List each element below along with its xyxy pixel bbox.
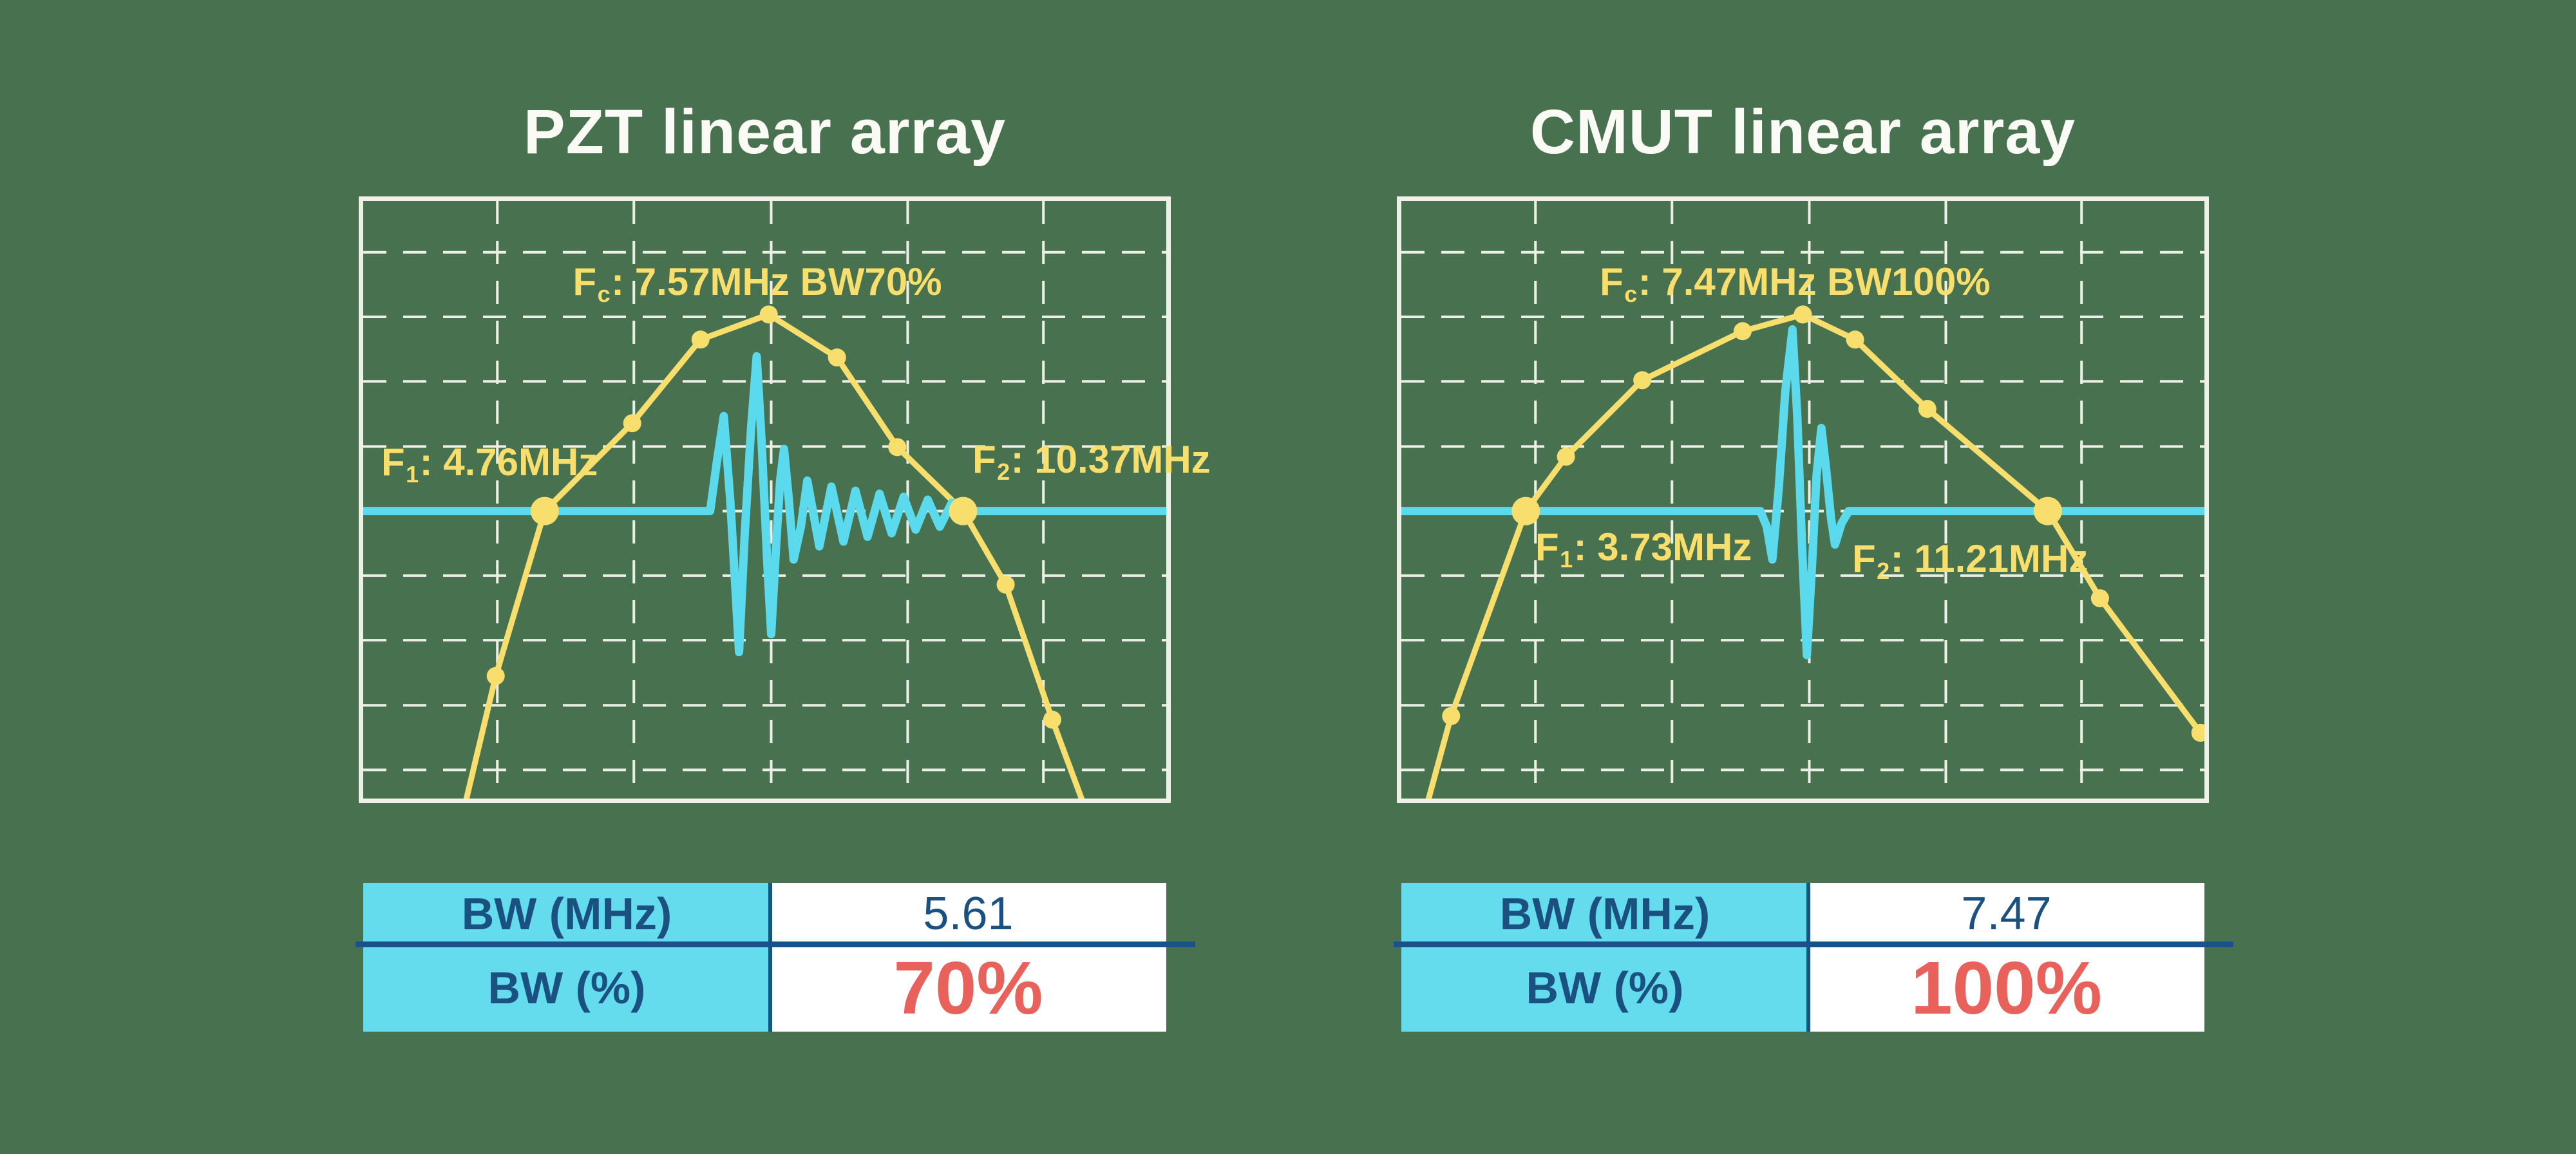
- panel-pzt: PZT linear array Fc: 7.57MHz BW70% F1: 4…: [355, 0, 1211, 1154]
- table-row: BW (MHz) 7.47: [1401, 883, 2204, 944]
- table-row-value: 70%: [770, 944, 1166, 1032]
- fc-subscript: c: [597, 280, 611, 307]
- f1-subscript: 1: [406, 460, 419, 487]
- fc-value: : 7.57MHz BW70%: [611, 260, 942, 303]
- fc-subscript: c: [1624, 280, 1638, 307]
- table-row-label: BW (MHz): [363, 883, 770, 944]
- page-title-pzt: PZT linear array: [523, 97, 1007, 167]
- fc-symbol: F: [573, 260, 597, 303]
- f1-value: : 4.76MHz: [419, 440, 598, 484]
- table-row-label: BW (MHz): [1401, 883, 1808, 944]
- table-row-divider: [1394, 941, 2233, 947]
- f2-value: : 10.37MHz: [1010, 438, 1211, 481]
- table-column-divider: [1806, 883, 1810, 1032]
- f2-annotation-pzt: F2: 10.37MHz: [972, 438, 1211, 484]
- table-row-label: BW (%): [1401, 944, 1808, 1032]
- table-row-divider: [355, 941, 1195, 947]
- f2-subscript: 2: [997, 458, 1010, 485]
- fc-annotation-pzt: Fc: 7.57MHz BW70%: [573, 260, 942, 306]
- f2-subscript: 2: [1877, 557, 1890, 584]
- table-column-divider: [768, 883, 772, 1032]
- spectrum-chart-cmut: [1401, 201, 2204, 799]
- panel-cmut: CMUT linear array Fc: 7.47MHz BW100% F1:…: [1394, 0, 2233, 1154]
- table-row: BW (%) 70%: [363, 944, 1166, 1032]
- f1-subscript: 1: [1560, 545, 1573, 572]
- bandwidth-table-cmut: BW (MHz) 7.47 BW (%) 100%: [1394, 883, 2233, 1032]
- f1-symbol: F: [1535, 525, 1559, 569]
- fc-annotation-cmut: Fc: 7.47MHz BW100%: [1600, 260, 1991, 306]
- plot-pzt: Fc: 7.57MHz BW70% F1: 4.76MHz F2: 10.37M…: [359, 196, 1211, 803]
- fc-value: : 7.47MHz BW100%: [1638, 260, 1991, 303]
- plot-cmut: Fc: 7.47MHz BW100% F1: 3.73MHz F2: 11.21…: [1397, 196, 2209, 803]
- table-row-label: BW (%): [363, 944, 770, 1032]
- f2-value: : 11.21MHz: [1890, 537, 2088, 580]
- bandwidth-table-pzt: BW (MHz) 5.61 BW (%) 70%: [355, 883, 1195, 1032]
- f2-annotation-cmut: F2: 11.21MHz: [1852, 537, 2088, 583]
- f1-annotation-pzt: F1: 4.76MHz: [381, 440, 598, 486]
- table-row: BW (%) 100%: [1401, 944, 2204, 1032]
- f2-symbol: F: [972, 438, 996, 481]
- table-row-value: 100%: [1808, 944, 2204, 1032]
- fc-symbol: F: [1600, 260, 1624, 303]
- table-row-value: 5.61: [770, 883, 1166, 944]
- page-title-cmut: CMUT linear array: [1530, 97, 2076, 167]
- f2-symbol: F: [1852, 537, 1876, 580]
- table-row-value: 7.47: [1808, 883, 2204, 944]
- table-row: BW (MHz) 5.61: [363, 883, 1166, 944]
- f1-value: : 3.73MHz: [1573, 525, 1752, 569]
- spectrum-chart-pzt: [363, 201, 1166, 799]
- f1-annotation-cmut: F1: 3.73MHz: [1535, 525, 1752, 571]
- f1-symbol: F: [381, 440, 405, 484]
